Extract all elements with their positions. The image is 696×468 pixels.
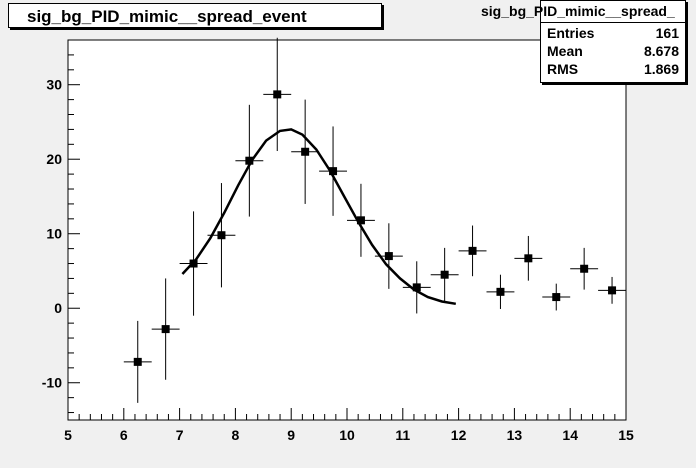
- x-tick-label: 8: [232, 427, 240, 443]
- data-point: [608, 286, 617, 295]
- y-tick-label: 10: [46, 226, 62, 242]
- data-point: [161, 325, 170, 334]
- y-tick-label: 30: [46, 77, 62, 93]
- stats-row-rms: RMS 1.869: [547, 61, 679, 80]
- data-point: [245, 156, 254, 165]
- x-tick-label: 6: [120, 427, 128, 443]
- stats-label: Mean: [547, 43, 583, 59]
- stats-separator: [541, 22, 685, 23]
- stats-label: RMS: [547, 61, 579, 77]
- histogram-title: sig_bg_PID_mimic__spread_event: [8, 3, 382, 28]
- x-tick-label: 12: [451, 427, 467, 443]
- stats-value: 161: [655, 25, 679, 41]
- data-point: [580, 264, 589, 273]
- data-point: [496, 287, 505, 296]
- data-point: [301, 147, 310, 156]
- data-point: [356, 216, 365, 225]
- data-point: [329, 167, 338, 176]
- y-tick-label: -10: [42, 375, 62, 391]
- data-point: [384, 252, 393, 261]
- data-point: [440, 270, 449, 279]
- y-tick-label: 20: [46, 151, 62, 167]
- stats-box: sig_bg_PID_mimic__spread_ Entries 161 Me…: [481, 0, 686, 83]
- data-point: [552, 293, 561, 302]
- data-point: [133, 357, 142, 366]
- plot-frame: [67, 39, 627, 421]
- stats-title: sig_bg_PID_mimic__spread_: [481, 3, 675, 19]
- stats-value: 1.869: [643, 61, 679, 77]
- data-point: [412, 283, 421, 292]
- y-tick-label: 0: [54, 300, 62, 316]
- x-tick-label: 13: [507, 427, 523, 443]
- stats-row-entries: Entries 161: [547, 25, 679, 44]
- x-tick-label: 9: [287, 427, 295, 443]
- stats-label: Entries: [547, 25, 595, 41]
- data-point: [217, 231, 226, 240]
- x-tick-label: 11: [395, 427, 410, 443]
- x-tick-label: 10: [339, 427, 355, 443]
- stats-value: 8.678: [643, 43, 679, 59]
- x-tick-label: 5: [64, 427, 72, 443]
- x-tick-label: 15: [618, 427, 634, 443]
- x-tick-label: 7: [176, 427, 184, 443]
- fit-curve: [181, 128, 457, 306]
- x-tick-label: 14: [562, 427, 578, 443]
- data-point: [273, 90, 282, 99]
- data-point: [468, 246, 477, 255]
- data-point: [524, 254, 533, 263]
- stats-row-mean: Mean 8.678: [547, 43, 679, 62]
